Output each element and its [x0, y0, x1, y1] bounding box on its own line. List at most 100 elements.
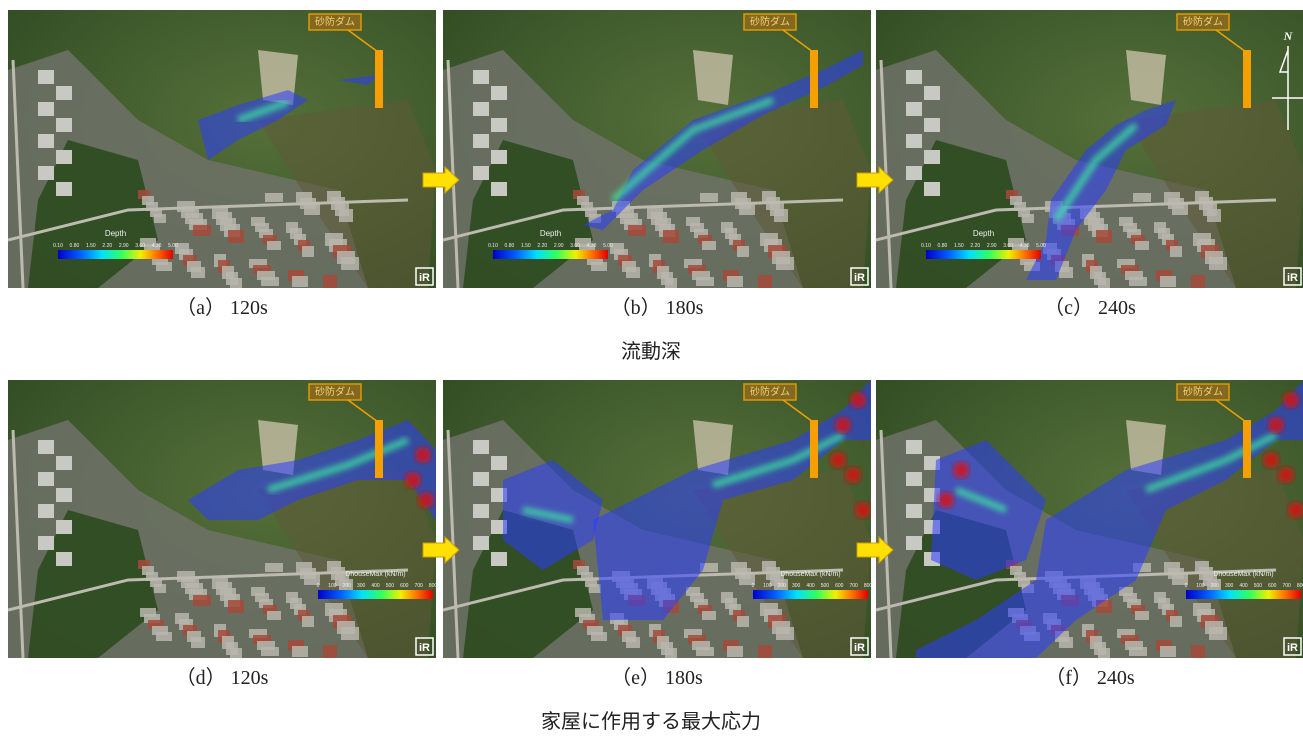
panel-caption: （d） 120s	[176, 666, 269, 689]
panel-content: 砂防ダムDhouseMax (kN/m)01002003004005006007…	[8, 380, 437, 661]
house	[1022, 214, 1034, 223]
high-stress	[418, 492, 434, 508]
legend-tick: 200	[1211, 583, 1220, 589]
building	[924, 86, 940, 100]
legend-tick: 300	[357, 583, 366, 589]
legend-tick: 400	[371, 583, 380, 589]
house	[156, 262, 172, 271]
building	[56, 182, 72, 196]
building	[38, 472, 54, 486]
house	[758, 645, 772, 658]
house	[267, 611, 281, 620]
house	[323, 645, 337, 658]
high-stress	[1283, 392, 1299, 408]
legend-tick: 0.80	[938, 243, 948, 249]
building	[906, 70, 922, 84]
legend-tick: 100	[328, 583, 337, 589]
house	[193, 595, 211, 606]
high-stress	[855, 502, 871, 518]
building	[473, 504, 489, 518]
house	[696, 277, 714, 286]
building	[906, 102, 922, 116]
legend-tick: 2.90	[119, 243, 129, 249]
high-stress	[415, 447, 431, 463]
building	[56, 552, 72, 566]
building	[38, 70, 54, 84]
building	[38, 102, 54, 116]
house	[265, 563, 283, 572]
legend-tick: 2.20	[102, 243, 112, 249]
house	[193, 225, 211, 236]
house	[1135, 241, 1149, 250]
legend-title: DhouseMax (kN/m)	[345, 571, 405, 578]
building	[38, 504, 54, 518]
house	[302, 246, 314, 257]
house	[628, 225, 646, 236]
high-stress	[850, 392, 866, 408]
house	[339, 209, 353, 222]
logo: iR	[419, 642, 430, 654]
house	[1170, 616, 1182, 627]
dam	[375, 420, 383, 478]
building	[906, 166, 922, 180]
panel-caption: （b） 180s	[611, 296, 704, 319]
building	[491, 456, 507, 470]
building	[473, 70, 489, 84]
legend-tick: 2.20	[970, 243, 980, 249]
high-stress	[405, 472, 421, 488]
legend-tick: 600	[1268, 583, 1277, 589]
building	[56, 488, 72, 502]
building	[38, 440, 54, 454]
high-stress	[1278, 467, 1294, 483]
house	[1098, 278, 1110, 291]
panel-caption: （f） 240s	[1045, 666, 1135, 689]
legend-tick: 600	[400, 583, 409, 589]
house	[1191, 645, 1205, 658]
building	[924, 118, 940, 132]
building	[473, 440, 489, 454]
house	[302, 616, 314, 627]
legend-tick: 0	[752, 583, 755, 589]
high-stress	[953, 462, 969, 478]
building	[473, 536, 489, 550]
dam	[1243, 420, 1251, 478]
clearing	[1126, 50, 1166, 105]
legend-title: DhouseMax (kN/m)	[780, 571, 840, 578]
house	[292, 646, 308, 657]
legend-tick: 500	[1254, 583, 1263, 589]
legend-tick: 3.60	[1003, 243, 1013, 249]
house	[665, 278, 677, 291]
building	[473, 166, 489, 180]
dam-label: 砂防ダム	[1183, 15, 1223, 28]
dam-label: 砂防ダム	[315, 15, 355, 28]
house	[228, 230, 244, 243]
legend-tick: 100	[763, 583, 772, 589]
house	[1059, 267, 1073, 278]
high-stress	[1263, 452, 1279, 468]
legend-tick: 0.80	[70, 243, 80, 249]
house	[261, 277, 279, 286]
house	[663, 230, 679, 243]
house	[591, 262, 607, 271]
house	[591, 632, 607, 641]
legend-title: Depth	[973, 229, 994, 238]
building	[473, 102, 489, 116]
building	[56, 86, 72, 100]
house	[261, 647, 279, 656]
panel-caption: （c） 240s	[1044, 296, 1136, 319]
legend-tick: 500	[386, 583, 395, 589]
building	[473, 472, 489, 486]
dam	[810, 420, 818, 478]
legend-tick: 400	[1239, 583, 1248, 589]
legend-title: Depth	[105, 229, 126, 238]
building	[491, 86, 507, 100]
legend-tick: 0.10	[488, 243, 498, 249]
high-stress	[845, 467, 861, 483]
legend-tick: 0.10	[921, 243, 931, 249]
legend-tick: 1.50	[521, 243, 531, 249]
house	[1133, 193, 1151, 202]
legend-tick: 800	[864, 583, 873, 589]
house	[665, 648, 677, 661]
house	[774, 209, 788, 222]
